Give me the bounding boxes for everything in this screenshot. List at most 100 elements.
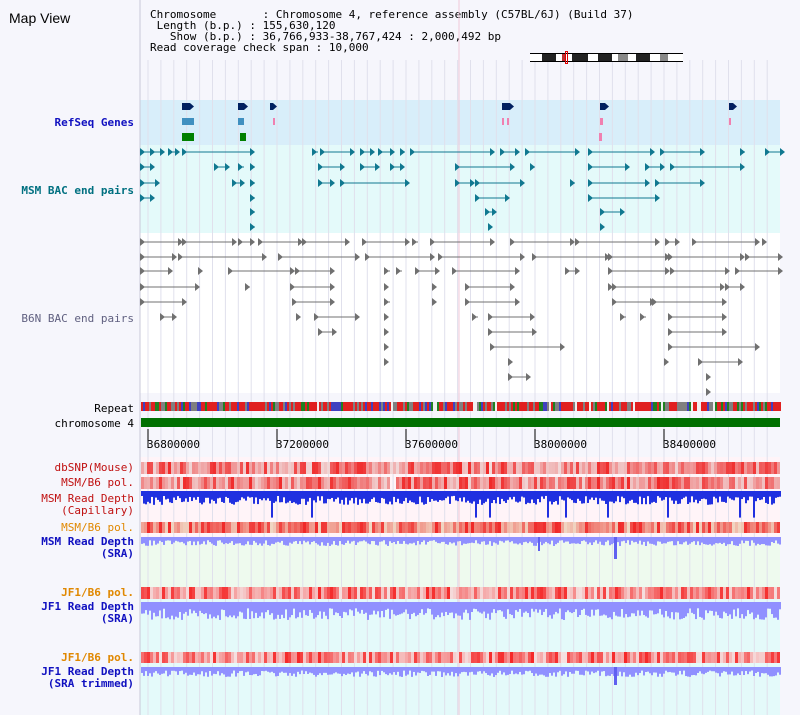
bac-end-marker — [168, 267, 173, 275]
msm-read-depth-sra-label[interactable]: MSM Read Depth (SRA) — [41, 536, 134, 560]
depth-bar — [365, 491, 367, 504]
depth-bar — [573, 491, 575, 503]
bac-end-marker — [492, 208, 497, 216]
repeat-segment — [629, 402, 631, 411]
msm-read-depth-capillary-label[interactable]: MSM Read Depth (Capillary) — [41, 493, 134, 517]
depth-bar — [205, 537, 207, 545]
jf1-read-depth-trimmed-label[interactable]: JF1 Read Depth (SRA trimmed) — [41, 666, 134, 690]
depth-bar — [341, 491, 343, 500]
depth-bar — [661, 537, 663, 544]
msm-bac-label[interactable]: MSM BAC end pairs — [21, 184, 134, 197]
heat-cell — [744, 587, 747, 599]
depth-bar — [587, 667, 589, 672]
repeat-segment — [349, 402, 351, 411]
depth-bar — [399, 667, 401, 677]
bac-end-marker — [430, 238, 435, 246]
depth-bar — [485, 537, 487, 545]
repeat-segment — [421, 402, 423, 411]
repeat-segment — [235, 402, 237, 411]
jf1-b6-pol-2-label[interactable]: JF1/B6 pol. — [61, 651, 134, 664]
heat-cell — [480, 477, 483, 489]
jf1-b6-pol-label[interactable]: JF1/B6 pol. — [61, 586, 134, 599]
heat-cell — [729, 652, 732, 663]
depth-bar — [387, 602, 389, 609]
heat-cell — [540, 587, 543, 599]
bac-end-marker — [735, 267, 740, 275]
depth-bar — [769, 667, 771, 677]
depth-bar — [427, 491, 429, 498]
repeat-segment — [645, 402, 647, 411]
depth-bar — [617, 602, 619, 617]
heat-cell — [225, 652, 228, 663]
heat-cell — [189, 522, 192, 533]
repeat-segment — [711, 402, 713, 411]
heat-cell — [609, 522, 612, 533]
heat-cell — [555, 652, 558, 663]
depth-bar — [309, 667, 311, 673]
heat-cell — [606, 587, 609, 599]
repeat-segment — [635, 402, 637, 411]
depth-bar — [315, 602, 317, 618]
depth-bar — [211, 667, 213, 676]
heat-cell — [165, 587, 168, 599]
depth-bar — [213, 537, 215, 546]
heat-cell — [276, 587, 279, 599]
repeat-segment — [409, 402, 411, 411]
heat-cell — [336, 587, 339, 599]
heat-cell — [237, 522, 240, 533]
depth-bar — [461, 537, 463, 546]
depth-bar — [667, 491, 669, 518]
depth-bar — [329, 602, 331, 609]
depth-bar — [321, 537, 323, 543]
depth-bar — [399, 602, 401, 615]
repeat-segment — [677, 402, 679, 411]
heat-cell — [711, 522, 714, 533]
depth-bar — [329, 491, 331, 500]
heat-cell — [471, 462, 474, 474]
jf1-read-depth-sra-label[interactable]: JF1 Read Depth (SRA) — [41, 601, 134, 625]
depth-bar — [649, 491, 651, 505]
heat-cell — [669, 652, 672, 663]
heat-cell — [702, 462, 705, 474]
heat-cell — [648, 522, 651, 533]
depth-bar — [617, 537, 619, 543]
heat-cell — [666, 522, 669, 533]
heat-cell — [693, 462, 696, 474]
bac-end-marker — [140, 179, 145, 187]
depth-bar — [563, 491, 565, 501]
b6n-bac-label[interactable]: B6N BAC end pairs — [21, 312, 134, 325]
ideogram-band — [562, 53, 566, 62]
msm-b6-pol-2-label[interactable]: MSM/B6 pol. — [61, 521, 134, 534]
depth-bar — [639, 537, 641, 541]
depth-bar — [427, 602, 429, 609]
depth-bar — [601, 602, 603, 616]
dbsnp-label[interactable]: dbSNP(Mouse) — [54, 461, 134, 474]
heat-cell — [345, 652, 348, 663]
repeat-segment — [515, 402, 517, 411]
gene-feature — [729, 118, 731, 125]
refseq-genes-label[interactable]: RefSeq Genes — [54, 116, 134, 129]
depth-bar — [161, 602, 163, 619]
msm-b6-pol-label[interactable]: MSM/B6 pol. — [61, 476, 134, 489]
depth-bar — [715, 491, 717, 499]
depth-bar — [603, 602, 605, 615]
repeat-segment — [675, 402, 677, 411]
depth-bar — [557, 491, 559, 505]
heat-cell — [588, 522, 591, 533]
depth-bar — [371, 602, 373, 615]
heat-cell — [684, 652, 687, 663]
heat-cell — [465, 477, 468, 489]
chromosome-ideogram[interactable] — [530, 51, 683, 64]
bac-end-marker — [475, 194, 480, 202]
heat-cell — [606, 477, 609, 489]
depth-bar — [667, 667, 669, 673]
depth-bar — [167, 537, 169, 541]
chromosome-info: Chromosome : Chromosome 4, reference ass… — [150, 8, 634, 54]
heat-cell — [345, 587, 348, 599]
depth-bar — [545, 667, 547, 677]
depth-bar — [461, 491, 463, 502]
bac-end-marker — [384, 343, 389, 351]
repeat-segment — [407, 402, 409, 411]
heat-cell — [168, 462, 171, 474]
heat-cell — [309, 652, 312, 663]
